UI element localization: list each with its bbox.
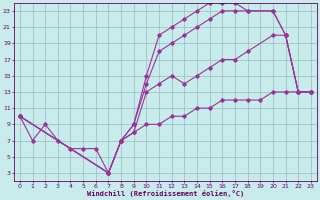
X-axis label: Windchill (Refroidissement éolien,°C): Windchill (Refroidissement éolien,°C) — [87, 190, 244, 197]
